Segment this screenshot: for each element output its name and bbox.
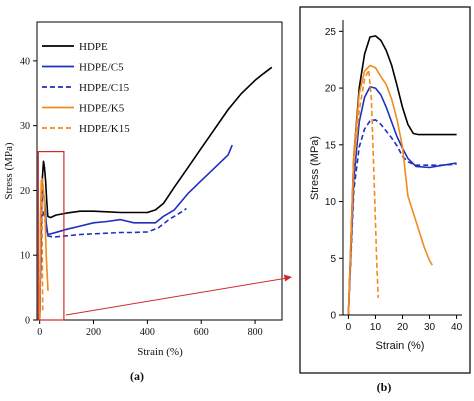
panel-b-x-tick-label: 30: [424, 322, 436, 333]
panel-b-y-tick-label: 5: [330, 254, 336, 265]
panel-b-y-tick-label: 10: [325, 197, 337, 208]
legend-label-hdpe: HDPE: [79, 41, 108, 53]
legend-label-hdpe-c5: HDPE/C5: [79, 62, 124, 74]
zoom-arrow-head: [284, 274, 292, 282]
panel-b: 0 10 20 30 40 0 5 10 15 20 25 Strain (%) Stress (M…: [299, 6, 471, 394]
panel-b-x-tick-label: 20: [397, 322, 409, 333]
panel-a-x-tick-label: 0: [37, 327, 42, 338]
panel-b-caption: (b): [377, 380, 392, 394]
panel-b-y-tick-label: 20: [325, 84, 337, 95]
panel-a-series-hdpe: [38, 66, 273, 321]
panel-a-y-axis-label: Stress (MPa): [3, 142, 15, 199]
panel-a-y-tick-label: 30: [20, 121, 30, 132]
panel-a-x-tick-label: 400: [140, 327, 155, 338]
panel-a-caption: (a): [130, 369, 144, 383]
panel-a-series-hdpe-c15: [38, 207, 187, 321]
panel-b-series-hdpe-c5: [347, 86, 457, 316]
legend-label-hdpe-c15: HDPE/C15: [79, 82, 130, 94]
panel-a-series-hdpe-k15: [38, 179, 44, 321]
panel-a-x-tick-label: 800: [248, 327, 263, 338]
panel-b-ticks: 0 10 20 30 40 0 5 10 15 20 25: [325, 27, 463, 333]
panel-b-y-axis-label: Stress (MPa): [309, 136, 321, 200]
panel-b-outer-border: [299, 6, 471, 374]
panel-b-series-hdpe-c15: [347, 119, 457, 316]
zoom-arrow-line: [65, 277, 287, 316]
panel-a: 0 200 400 600 800 0 10 20 30 40 HDPE HDPE/C5 HDPE/C…: [3, 21, 292, 383]
panel-b-x-tick-label: 10: [370, 322, 382, 333]
panel-a-x-axis-label: Strain (%): [137, 346, 183, 358]
panel-a-legend: HDPE HDPE/C5 HDPE/C15 HDPE/K5 HDPE/K15: [42, 41, 130, 135]
panel-a-ticks: 0 200 400 600 800 0 10 20 30 40: [20, 56, 263, 338]
panel-b-series-hdpe-k5: [347, 64, 433, 316]
panel-a-y-tick-label: 0: [25, 316, 30, 327]
panel-b-x-axis-label: Strain (%): [376, 340, 425, 352]
panel-a-y-tick-label: 20: [20, 186, 30, 197]
panel-b-series-hdpe-k15: [347, 69, 379, 316]
panel-a-series: [38, 66, 273, 321]
panel-a-x-tick-label: 200: [86, 327, 101, 338]
panel-b-y-tick-label: 15: [325, 140, 337, 151]
panel-b-x-tick-label: 40: [451, 322, 463, 333]
legend-label-hdpe-k15: HDPE/K15: [79, 123, 130, 135]
panel-a-x-tick-label: 600: [194, 327, 209, 338]
legend-label-hdpe-k5: HDPE/K5: [79, 103, 125, 115]
panel-b-y-tick-label: 0: [330, 311, 336, 322]
panel-b-series-hdpe: [347, 35, 457, 316]
panel-b-x-tick-label: 0: [346, 322, 352, 333]
panel-a-plot-frame: [36, 21, 283, 321]
panel-a-y-tick-label: 10: [20, 251, 30, 262]
zoom-region-box: [37, 151, 65, 321]
panel-b-y-tick-label: 25: [325, 27, 337, 38]
panel-a-y-tick-label: 40: [20, 56, 30, 67]
panel-b-series: [347, 35, 457, 316]
